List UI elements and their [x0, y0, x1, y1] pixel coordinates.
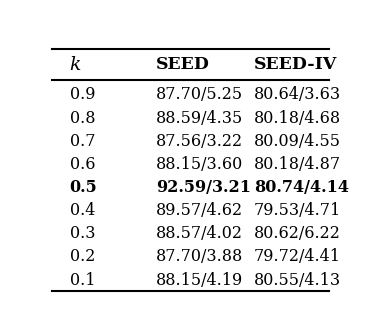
Text: 87.70/5.25: 87.70/5.25: [156, 86, 243, 103]
Text: 80.18/4.87: 80.18/4.87: [254, 156, 341, 173]
Text: k: k: [70, 56, 81, 74]
Text: 87.70/3.88: 87.70/3.88: [156, 248, 243, 265]
Text: 80.74/4.14: 80.74/4.14: [254, 179, 349, 196]
Text: 80.55/4.13: 80.55/4.13: [254, 271, 341, 289]
Text: 0.4: 0.4: [70, 202, 95, 219]
Text: 80.64/3.63: 80.64/3.63: [254, 86, 341, 103]
Text: 88.59/4.35: 88.59/4.35: [156, 110, 243, 127]
Text: 0.7: 0.7: [70, 133, 95, 150]
Text: 80.18/4.68: 80.18/4.68: [254, 110, 341, 127]
Text: 79.53/4.71: 79.53/4.71: [254, 202, 341, 219]
Text: 0.8: 0.8: [70, 110, 95, 127]
Text: 88.15/3.60: 88.15/3.60: [156, 156, 243, 173]
Text: 80.62/6.22: 80.62/6.22: [254, 225, 341, 242]
Text: 87.56/3.22: 87.56/3.22: [156, 133, 243, 150]
Text: 80.09/4.55: 80.09/4.55: [254, 133, 341, 150]
Text: 0.9: 0.9: [70, 86, 95, 103]
Text: 79.72/4.41: 79.72/4.41: [254, 248, 341, 265]
Text: SEED-IV: SEED-IV: [254, 56, 337, 73]
Text: 92.59/3.21: 92.59/3.21: [156, 179, 251, 196]
Text: 0.5: 0.5: [70, 179, 97, 196]
Text: 89.57/4.62: 89.57/4.62: [156, 202, 243, 219]
Text: 88.15/4.19: 88.15/4.19: [156, 271, 243, 289]
Text: 88.57/4.02: 88.57/4.02: [156, 225, 243, 242]
Text: 0.1: 0.1: [70, 271, 95, 289]
Text: SEED: SEED: [156, 56, 210, 73]
Text: 0.6: 0.6: [70, 156, 95, 173]
Text: 0.2: 0.2: [70, 248, 95, 265]
Text: 0.3: 0.3: [70, 225, 95, 242]
